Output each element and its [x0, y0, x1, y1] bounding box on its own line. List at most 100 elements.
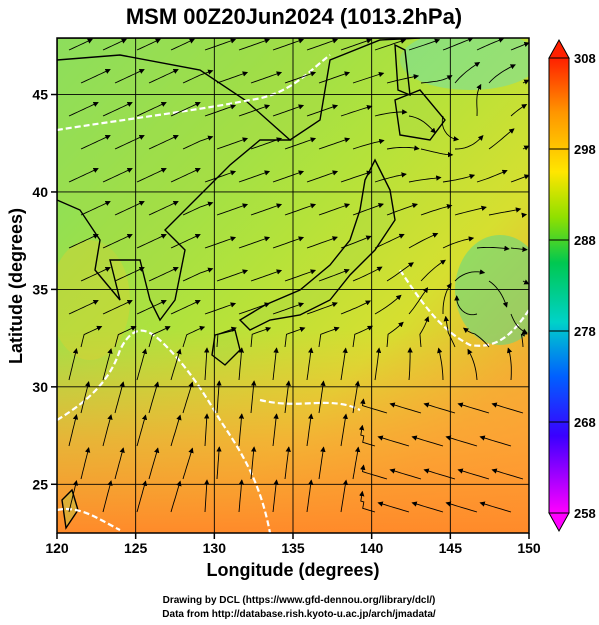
streamline [411, 435, 444, 447]
streamline [411, 501, 444, 513]
streamline [386, 74, 420, 84]
streamline [386, 145, 420, 151]
streamline [352, 446, 361, 480]
streamline [476, 83, 482, 117]
streamline [238, 479, 245, 513]
streamline [238, 347, 245, 381]
streamline [68, 480, 79, 513]
streamline [377, 501, 410, 513]
streamline [442, 174, 476, 183]
streamline [102, 102, 133, 117]
streamline [306, 170, 339, 183]
streamline [408, 232, 439, 249]
streamline [102, 348, 113, 381]
streamline [284, 71, 317, 84]
streamline [306, 413, 314, 447]
streamline [272, 104, 305, 117]
streamline [510, 246, 528, 252]
streamline [352, 266, 383, 282]
streamline [250, 269, 283, 282]
streamline [442, 38, 474, 51]
x-axis-ticks: 120 125 130 135 140 145 150 [45, 533, 541, 556]
streamline [306, 302, 338, 315]
streamline [136, 234, 167, 249]
streamline [389, 468, 422, 480]
streamline [250, 203, 283, 216]
streamline [216, 203, 249, 216]
streamline [114, 135, 145, 150]
streamline [148, 326, 171, 348]
colorbar-min-arrow [548, 512, 570, 533]
asia-mainland [57, 38, 421, 322]
streamline [419, 316, 430, 348]
streamline [170, 480, 182, 513]
streamline [445, 435, 478, 447]
streamline [454, 295, 478, 316]
streamline [358, 424, 376, 447]
cool-pocket-northeast [400, 38, 529, 90]
streamline [114, 326, 137, 348]
streamline [454, 135, 484, 150]
x-axis-title: Longitude (degrees) [206, 560, 379, 580]
streamline [389, 402, 422, 414]
streamline [238, 302, 271, 315]
streamline [216, 71, 249, 84]
streamline [148, 381, 160, 414]
streamline [170, 38, 196, 51]
streamline [272, 236, 305, 249]
streamline [102, 38, 128, 51]
streamline [272, 170, 305, 183]
streamline [114, 69, 145, 84]
x-tick-label: 135 [281, 540, 305, 556]
streamline [148, 447, 160, 480]
wind-streamlines [68, 38, 529, 513]
streamline [68, 300, 99, 315]
streamline [420, 259, 446, 282]
streamline [521, 212, 528, 218]
warm-pocket-west [57, 240, 130, 360]
streamline [284, 137, 317, 150]
y-axis-title: Latitude (degrees) [6, 208, 26, 364]
streamline [442, 236, 475, 249]
streamline [204, 38, 237, 51]
streamline [491, 468, 524, 480]
streamline [114, 201, 145, 216]
streamline [476, 245, 510, 252]
coastlines [57, 38, 446, 530]
streamline [522, 79, 529, 85]
streamline [170, 168, 201, 183]
streamline [318, 326, 340, 348]
streamline [420, 204, 453, 216]
streamline [443, 315, 456, 348]
streamline [136, 102, 167, 117]
streamline [284, 446, 291, 480]
streamline [318, 71, 351, 84]
streamline [170, 414, 182, 447]
streamline [476, 169, 508, 183]
streamline [136, 38, 162, 51]
streamline [80, 201, 111, 216]
streamline [377, 435, 410, 447]
streamline [520, 329, 528, 348]
streamline [408, 38, 441, 51]
x-tick-label: 145 [439, 540, 463, 556]
streamline [272, 479, 279, 513]
streamline [80, 447, 91, 480]
streamline [457, 468, 490, 480]
streamline [306, 236, 338, 249]
streamline [272, 347, 279, 381]
streamline [407, 347, 413, 381]
streamline [272, 38, 305, 51]
y-tick-label: 30 [32, 379, 48, 395]
x-tick-label: 120 [45, 540, 69, 556]
streamline [148, 135, 179, 150]
streamline [250, 326, 272, 348]
japan-hokkaido [394, 89, 446, 141]
streamline [352, 71, 385, 84]
streamline [318, 446, 326, 480]
streamline [352, 202, 384, 216]
streamline [182, 135, 214, 150]
graticule [57, 38, 529, 533]
streamline [374, 38, 407, 51]
streamline [148, 201, 179, 216]
